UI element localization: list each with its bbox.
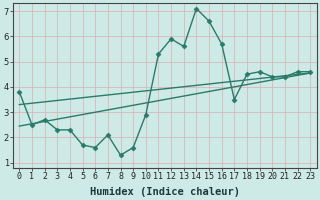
X-axis label: Humidex (Indice chaleur): Humidex (Indice chaleur)	[90, 186, 240, 197]
